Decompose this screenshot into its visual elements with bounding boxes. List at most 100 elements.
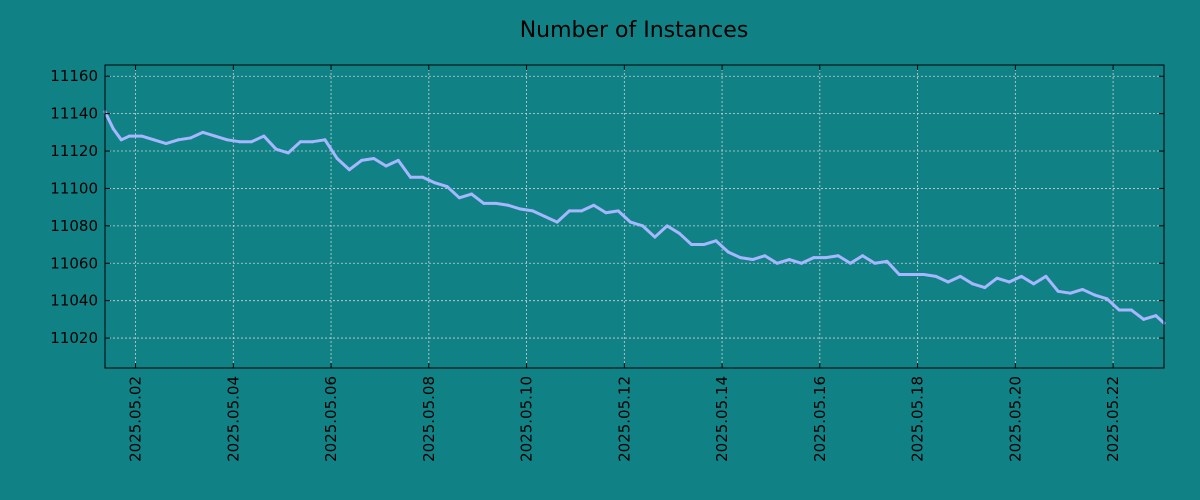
- data-point: [1105, 297, 1109, 301]
- data-point: [1056, 289, 1060, 293]
- data-point: [311, 140, 315, 144]
- data-point: [848, 261, 852, 265]
- data-point: [140, 134, 144, 138]
- data-point: [335, 157, 339, 161]
- y-tick-label: 11040: [50, 292, 98, 310]
- axes: [104, 64, 1165, 369]
- data-point: [787, 258, 791, 262]
- data-point: [1019, 274, 1023, 278]
- data-point: [250, 140, 254, 144]
- data-point: [763, 254, 767, 258]
- data-point: [592, 203, 596, 207]
- series-layer: [103, 110, 1166, 325]
- data-point: [702, 243, 706, 247]
- data-point: [824, 256, 828, 260]
- data-point: [580, 209, 584, 213]
- data-point: [506, 203, 510, 207]
- data-point: [1081, 287, 1085, 291]
- data-point: [616, 209, 620, 213]
- data-point: [1007, 280, 1011, 284]
- data-point: [225, 138, 229, 142]
- data-point: [433, 181, 437, 185]
- data-point: [971, 282, 975, 286]
- data-point: [347, 168, 351, 172]
- data-point: [567, 209, 571, 213]
- data-point: [1093, 293, 1097, 297]
- y-tick-label: 11060: [50, 254, 98, 272]
- data-point: [934, 274, 938, 278]
- x-tick-label: 2025.05.08: [420, 376, 438, 462]
- data-point: [628, 220, 632, 224]
- data-point: [189, 136, 193, 140]
- data-point: [922, 272, 926, 276]
- data-point: [677, 231, 681, 235]
- y-axis-ticks: 11020 11040 11060 11080 11100 11120 11140 11160: [50, 67, 1164, 347]
- data-point: [457, 196, 461, 200]
- data-point: [1142, 317, 1146, 321]
- data-point: [1068, 291, 1072, 295]
- y-tick-label: 11120: [50, 142, 98, 160]
- data-point: [119, 138, 123, 142]
- data-point: [111, 127, 115, 131]
- y-tick-label: 11140: [50, 105, 98, 123]
- data-point: [1154, 314, 1158, 318]
- x-tick-label: 2025.05.22: [1104, 376, 1122, 462]
- data-point: [274, 147, 278, 151]
- data-point: [152, 138, 156, 142]
- data-point: [164, 142, 168, 146]
- data-point: [384, 164, 388, 168]
- data-point: [518, 207, 522, 211]
- x-tick-label: 2025.05.06: [322, 376, 340, 462]
- data-point: [738, 256, 742, 260]
- data-point: [1032, 282, 1036, 286]
- data-point: [861, 254, 865, 258]
- data-point: [775, 261, 779, 265]
- data-point: [201, 130, 205, 134]
- data-point: [1044, 274, 1048, 278]
- y-tick-label: 11080: [50, 217, 98, 235]
- data-point: [1129, 308, 1133, 312]
- data-point: [176, 138, 180, 142]
- data-point: [494, 201, 498, 205]
- data-point: [531, 209, 535, 213]
- data-point: [1117, 308, 1121, 312]
- data-point: [372, 157, 376, 161]
- data-point: [653, 235, 657, 239]
- y-tick-label: 11100: [50, 179, 98, 197]
- data-point: [958, 274, 962, 278]
- data-point: [470, 192, 474, 196]
- data-point: [299, 140, 303, 144]
- data-point: [421, 175, 425, 179]
- data-point: [800, 261, 803, 265]
- data-point: [714, 239, 718, 243]
- data-point: [127, 134, 131, 138]
- data-point: [897, 272, 901, 276]
- y-tick-label: 11160: [50, 67, 98, 85]
- data-point: [909, 272, 913, 276]
- data-point: [543, 215, 547, 218]
- data-point: [482, 201, 486, 205]
- data-point: [641, 224, 645, 228]
- y-tick-label: 11020: [50, 329, 98, 347]
- x-axis-ticks: 2025.05.02 2025.05.04 2025.05.06 2025.05.08…: [127, 65, 1122, 462]
- data-point: [946, 280, 950, 284]
- x-tick-label: 2025.05.04: [224, 376, 242, 462]
- x-tick-label: 2025.05.20: [1006, 376, 1024, 462]
- data-point: [690, 243, 694, 247]
- grid-lines: [105, 65, 1164, 368]
- data-point: [726, 250, 730, 254]
- data-point: [262, 134, 266, 138]
- data-point: [665, 224, 669, 228]
- data-point: [396, 158, 400, 162]
- data-point: [408, 175, 412, 179]
- data-point: [983, 286, 987, 290]
- data-point: [873, 261, 877, 265]
- data-point: [555, 220, 559, 224]
- x-tick-label: 2025.05.02: [127, 376, 145, 462]
- data-point: [885, 259, 889, 263]
- chart-title: Number of Instances: [520, 18, 749, 43]
- plot-frame: [104, 64, 1165, 369]
